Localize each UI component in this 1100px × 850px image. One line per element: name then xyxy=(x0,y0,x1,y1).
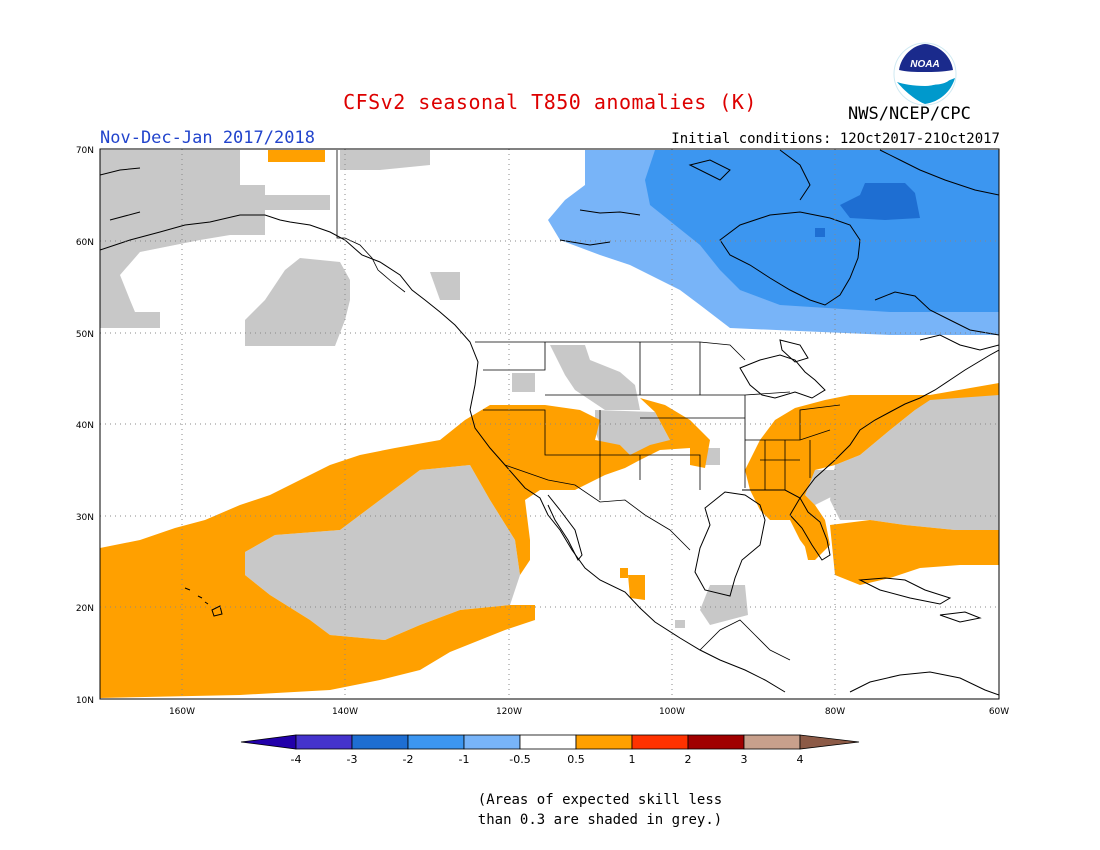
lat-label: 20N xyxy=(76,604,94,614)
lat-label: 40N xyxy=(76,421,94,431)
colorbar-labels: -4 -3 -2 -1 -0.5 0.5 1 2 3 4 xyxy=(291,753,804,766)
lon-label: 60W xyxy=(989,707,1009,717)
skill-note-line2: than 0.3 are shaded in grey.) xyxy=(477,812,723,828)
colorbar-label: 4 xyxy=(797,753,804,766)
low-skill-grey-areas xyxy=(100,150,999,640)
colorbar-cell xyxy=(631,734,689,750)
lat-label: 10N xyxy=(76,696,94,706)
lat-labels: 70N 60N 50N 40N 30N 20N 10N xyxy=(76,146,94,706)
lat-label: 70N xyxy=(76,146,94,156)
forecast-period: Nov-Dec-Jan 2017/2018 xyxy=(100,128,315,148)
colorbar-cell xyxy=(295,734,353,750)
colorbar-cell xyxy=(407,734,465,750)
colorbar-right-arrow xyxy=(799,734,860,750)
map-frame xyxy=(99,148,1000,700)
colorbar-label: 0.5 xyxy=(567,753,585,766)
logo-text: NOAA xyxy=(910,59,939,70)
colorbar-cell xyxy=(351,734,409,750)
lat-label: 30N xyxy=(76,513,94,523)
warm-anomaly-areas xyxy=(100,150,999,698)
map-title: CFSv2 seasonal T850 anomalies (K) xyxy=(343,90,757,114)
colorbar-left-arrow xyxy=(240,734,297,750)
lat-lon-grid xyxy=(100,149,999,699)
colorbar-label: 2 xyxy=(685,753,692,766)
colorbar-label: -2 xyxy=(403,753,414,766)
political-borders xyxy=(336,150,841,661)
initial-conditions: Initial conditions: 12Oct2017-21Oct2017 xyxy=(671,131,1000,147)
skill-note-line1: (Areas of expected skill less xyxy=(477,792,723,808)
lon-labels: 160W 140W 120W 100W 80W 60W xyxy=(169,707,1009,717)
colorbar-label: 1 xyxy=(629,753,636,766)
cold-anomaly-areas xyxy=(548,150,999,335)
colorbar-label: -0.5 xyxy=(509,753,530,766)
lat-label: 60N xyxy=(76,238,94,248)
lon-label: 160W xyxy=(169,707,195,717)
colorbar-cell xyxy=(687,734,745,750)
lon-label: 100W xyxy=(659,707,685,717)
lon-label: 80W xyxy=(825,707,845,717)
colorbar-cell xyxy=(575,734,633,750)
lon-label: 120W xyxy=(496,707,522,717)
colorbar-label: -1 xyxy=(459,753,470,766)
noaa-logo: NOAA xyxy=(893,42,957,106)
lon-label: 140W xyxy=(332,707,358,717)
colorbar-label: 3 xyxy=(741,753,748,766)
agency-label: NWS/NCEP/CPC xyxy=(848,104,971,124)
colorbar-cell xyxy=(519,734,577,750)
lat-label: 50N xyxy=(76,330,94,340)
colorbar-cell xyxy=(463,734,521,750)
colorbar-label: -4 xyxy=(291,753,302,766)
colorbar xyxy=(240,734,860,750)
coastlines xyxy=(100,149,999,696)
colorbar-cell xyxy=(743,734,801,750)
colorbar-label: -3 xyxy=(347,753,358,766)
